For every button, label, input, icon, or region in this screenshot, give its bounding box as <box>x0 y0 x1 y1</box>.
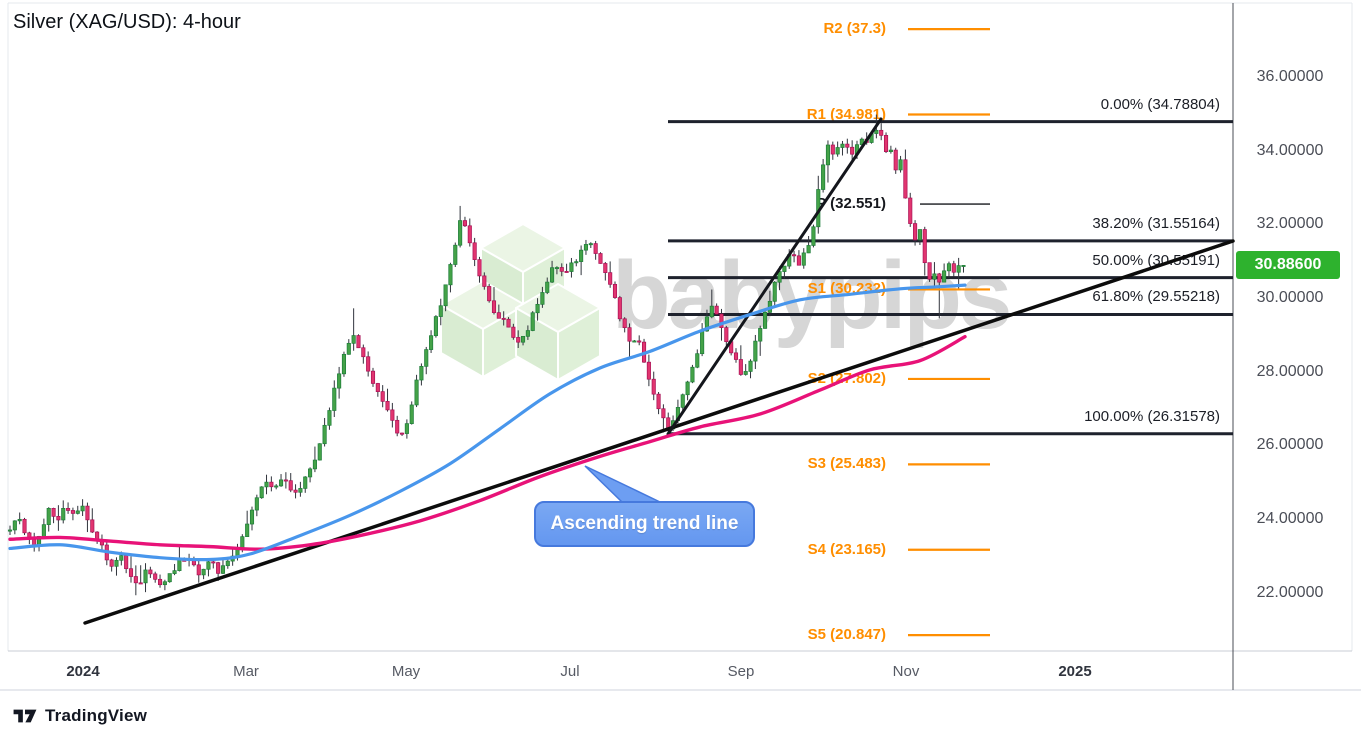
pivot-level-label-S3[interactable]: S3 (25.483) <box>807 455 886 473</box>
price-axis-tick-30.00000: 30.00000 <box>1256 289 1324 306</box>
trendline-callout[interactable]: Ascending trend line <box>534 501 755 547</box>
time-axis-tick-2024: 2024 <box>66 663 100 680</box>
price-axis-tick-34.00000: 34.00000 <box>1256 141 1324 159</box>
time-axis-tick-Nov: Nov <box>892 663 920 680</box>
last-price-badge: 30.88600 <box>1236 251 1340 279</box>
price-axis-tick-32.00000: 32.00000 <box>1256 215 1324 233</box>
pivot-level-label-R2[interactable]: R2 (37.3) <box>823 20 886 38</box>
time-axis-tick-Mar: Mar <box>233 663 259 680</box>
price-axis-tick-28.00000: 28.00000 <box>1256 362 1324 380</box>
price-axis-tick-26.00000: 26.00000 <box>1256 436 1324 454</box>
pivot-level-label-S5[interactable]: S5 (20.847) <box>807 626 886 644</box>
time-axis-tick-Jul: Jul <box>560 663 580 680</box>
trendline-callout-label: Ascending trend line <box>550 513 739 534</box>
time-axis-tick-2025: 2025 <box>1058 663 1092 680</box>
tradingview-wordmark: TradingView <box>45 706 148 725</box>
pivot-level-label-S4[interactable]: S4 (23.165) <box>807 540 886 558</box>
pivot-level-label-P[interactable]: P (32.551) <box>816 195 886 213</box>
fib-level-label-1[interactable]: 38.20% (31.55164) <box>1092 214 1220 232</box>
time-axis-tick-Sep: Sep <box>727 663 755 680</box>
fib-level-label-4[interactable]: 100.00% (26.31578) <box>1084 407 1220 425</box>
time-axis-tick-May: May <box>391 663 421 680</box>
price-axis-tick-36.00000: 36.00000 <box>1256 68 1324 85</box>
fib-level-label-0[interactable]: 0.00% (34.78804) <box>1100 95 1220 113</box>
price-axis-tick-24.00000: 24.00000 <box>1256 510 1324 527</box>
fib-level-label-3[interactable]: 61.80% (29.55218) <box>1092 288 1220 306</box>
pivot-level-label-R1[interactable]: R1 (34.981) <box>806 105 886 123</box>
tradingview-attribution[interactable]: TradingView <box>12 706 147 726</box>
price-axis-tick-22.00000: 22.00000 <box>1256 583 1324 601</box>
babypips-watermark-text: babypips <box>612 242 1012 349</box>
tradingview-icon <box>13 709 37 723</box>
chart-title: Silver (XAG/USD): 4-hour <box>13 11 241 33</box>
